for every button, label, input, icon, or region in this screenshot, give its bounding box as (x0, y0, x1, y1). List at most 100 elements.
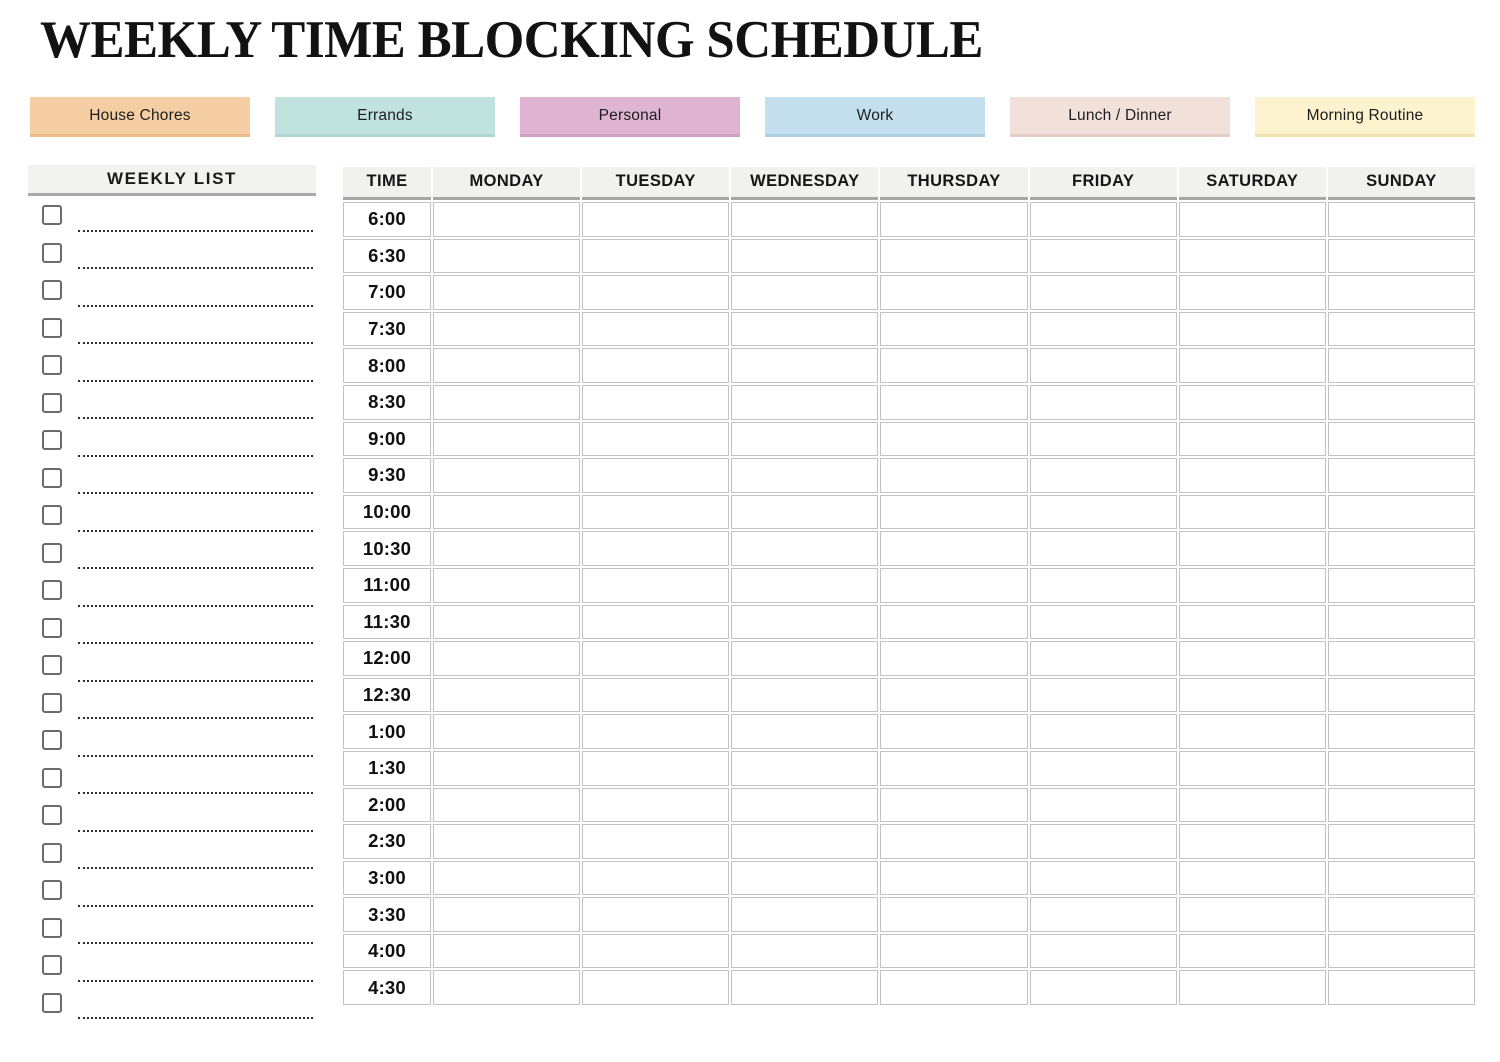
schedule-cell-friday-900[interactable] (1029, 421, 1177, 457)
schedule-cell-sunday-300[interactable] (1327, 860, 1475, 896)
schedule-cell-tuesday-100[interactable] (582, 714, 730, 749)
schedule-cell-sunday-1200[interactable] (1327, 641, 1475, 676)
schedule-cell-monday-730[interactable] (433, 311, 581, 347)
schedule-cell-saturday-1200[interactable] (1178, 641, 1326, 676)
schedule-cell-friday-930[interactable] (1029, 458, 1177, 493)
weekly-list-writein-line[interactable] (78, 679, 313, 682)
schedule-cell-saturday-1100[interactable] (1178, 567, 1326, 603)
schedule-cell-thursday-600[interactable] (880, 202, 1028, 237)
schedule-cell-tuesday-830[interactable] (582, 384, 730, 420)
schedule-cell-friday-1000[interactable] (1029, 494, 1177, 530)
schedule-cell-monday-1000[interactable] (433, 494, 581, 530)
weekly-list-writein-line[interactable] (78, 904, 313, 907)
schedule-cell-sunday-400[interactable] (1327, 933, 1475, 969)
schedule-cell-thursday-400[interactable] (880, 933, 1028, 969)
schedule-cell-wednesday-1230[interactable] (731, 677, 879, 713)
schedule-cell-saturday-730[interactable] (1178, 311, 1326, 347)
schedule-cell-thursday-1000[interactable] (880, 494, 1028, 530)
schedule-cell-monday-1100[interactable] (433, 567, 581, 603)
schedule-cell-sunday-200[interactable] (1327, 787, 1475, 823)
schedule-cell-saturday-830[interactable] (1178, 384, 1326, 420)
checkbox-icon[interactable] (42, 805, 62, 825)
schedule-cell-saturday-800[interactable] (1178, 348, 1326, 383)
checkbox-icon[interactable] (42, 317, 62, 338)
schedule-cell-friday-830[interactable] (1029, 384, 1177, 420)
schedule-cell-saturday-930[interactable] (1178, 458, 1326, 493)
schedule-cell-friday-600[interactable] (1029, 202, 1177, 237)
schedule-cell-monday-1130[interactable] (433, 604, 581, 640)
schedule-cell-friday-430[interactable] (1029, 970, 1177, 1006)
schedule-cell-friday-330[interactable] (1029, 897, 1177, 932)
schedule-cell-friday-400[interactable] (1029, 933, 1177, 969)
weekly-list-writein-line[interactable] (78, 792, 313, 794)
schedule-cell-sunday-430[interactable] (1327, 970, 1475, 1006)
schedule-cell-thursday-1230[interactable] (880, 677, 1028, 713)
schedule-cell-saturday-200[interactable] (1178, 787, 1326, 823)
schedule-cell-saturday-330[interactable] (1178, 897, 1326, 932)
schedule-cell-saturday-630[interactable] (1178, 238, 1326, 274)
schedule-cell-tuesday-900[interactable] (582, 421, 730, 457)
schedule-cell-thursday-900[interactable] (880, 421, 1028, 457)
schedule-cell-tuesday-800[interactable] (582, 348, 730, 383)
schedule-cell-thursday-930[interactable] (880, 458, 1028, 493)
schedule-cell-thursday-1200[interactable] (880, 641, 1028, 676)
schedule-cell-monday-830[interactable] (433, 384, 581, 420)
weekly-list-writein-line[interactable] (78, 492, 313, 494)
schedule-cell-sunday-230[interactable] (1327, 824, 1475, 859)
schedule-cell-tuesday-300[interactable] (582, 860, 730, 896)
schedule-cell-monday-200[interactable] (433, 787, 581, 823)
schedule-cell-sunday-1100[interactable] (1327, 567, 1475, 603)
schedule-cell-saturday-1000[interactable] (1178, 494, 1326, 530)
schedule-cell-thursday-800[interactable] (880, 348, 1028, 383)
weekly-list-writein-line[interactable] (78, 229, 313, 232)
schedule-cell-tuesday-930[interactable] (582, 458, 730, 493)
schedule-cell-wednesday-130[interactable] (731, 750, 879, 786)
schedule-cell-saturday-230[interactable] (1178, 824, 1326, 859)
schedule-cell-friday-630[interactable] (1029, 238, 1177, 274)
schedule-cell-monday-100[interactable] (433, 714, 581, 749)
schedule-cell-friday-1100[interactable] (1029, 567, 1177, 603)
weekly-list-writein-line[interactable] (78, 979, 313, 982)
weekly-list-writein-line[interactable] (78, 529, 313, 532)
schedule-cell-tuesday-600[interactable] (582, 202, 730, 237)
schedule-cell-friday-300[interactable] (1029, 860, 1177, 896)
schedule-cell-friday-1200[interactable] (1029, 641, 1177, 676)
schedule-cell-wednesday-700[interactable] (731, 275, 879, 310)
schedule-cell-wednesday-400[interactable] (731, 933, 879, 969)
schedule-cell-thursday-100[interactable] (880, 714, 1028, 749)
schedule-cell-tuesday-400[interactable] (582, 933, 730, 969)
schedule-cell-tuesday-1230[interactable] (582, 677, 730, 713)
schedule-cell-saturday-130[interactable] (1178, 750, 1326, 786)
schedule-cell-saturday-430[interactable] (1178, 970, 1326, 1006)
schedule-cell-monday-400[interactable] (433, 933, 581, 969)
schedule-cell-tuesday-1100[interactable] (582, 567, 730, 603)
schedule-cell-monday-330[interactable] (433, 897, 581, 932)
checkbox-icon[interactable] (42, 467, 62, 488)
checkbox-icon[interactable] (42, 617, 62, 638)
schedule-cell-tuesday-330[interactable] (582, 897, 730, 932)
schedule-cell-wednesday-430[interactable] (731, 970, 879, 1006)
schedule-cell-monday-900[interactable] (433, 421, 581, 457)
schedule-cell-tuesday-730[interactable] (582, 311, 730, 347)
weekly-list-writein-line[interactable] (78, 867, 313, 869)
weekly-list-writein-line[interactable] (78, 342, 313, 344)
schedule-cell-friday-230[interactable] (1029, 824, 1177, 859)
schedule-cell-thursday-630[interactable] (880, 238, 1028, 274)
schedule-cell-sunday-930[interactable] (1327, 458, 1475, 493)
weekly-list-writein-line[interactable] (78, 417, 313, 419)
schedule-cell-friday-730[interactable] (1029, 311, 1177, 347)
schedule-cell-wednesday-600[interactable] (731, 202, 879, 237)
schedule-cell-sunday-330[interactable] (1327, 897, 1475, 932)
schedule-cell-sunday-700[interactable] (1327, 275, 1475, 310)
schedule-cell-saturday-100[interactable] (1178, 714, 1326, 749)
schedule-cell-wednesday-800[interactable] (731, 348, 879, 383)
schedule-cell-thursday-730[interactable] (880, 311, 1028, 347)
weekly-list-writein-line[interactable] (78, 567, 313, 569)
weekly-list-writein-line[interactable] (78, 829, 313, 832)
weekly-list-writein-line[interactable] (78, 304, 313, 307)
schedule-cell-monday-1200[interactable] (433, 641, 581, 676)
schedule-cell-thursday-330[interactable] (880, 897, 1028, 932)
schedule-cell-wednesday-1100[interactable] (731, 567, 879, 603)
schedule-cell-tuesday-200[interactable] (582, 787, 730, 823)
schedule-cell-monday-1030[interactable] (433, 531, 581, 566)
